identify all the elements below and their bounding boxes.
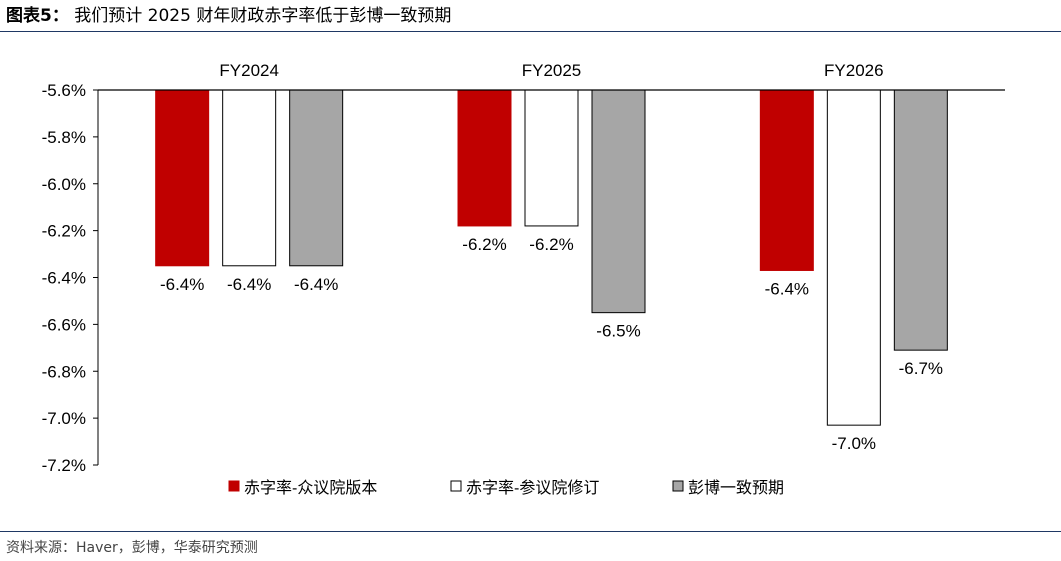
data-label: -6.5% bbox=[596, 322, 640, 341]
y-tick-label: -6.0% bbox=[42, 175, 86, 194]
legend-swatch bbox=[228, 480, 240, 492]
legend-label: 赤字率-众议院版本 bbox=[244, 479, 377, 497]
bar bbox=[289, 89, 344, 267]
data-label: -6.2% bbox=[462, 235, 506, 254]
figure-title-text: 我们预计 2025 财年财政赤字率低于彭博一致预期 bbox=[74, 6, 452, 26]
y-tick-label: -6.4% bbox=[42, 269, 86, 288]
y-tick-label: -7.0% bbox=[42, 409, 86, 428]
bar bbox=[591, 89, 646, 314]
bar bbox=[222, 89, 277, 267]
y-tick-label: -6.6% bbox=[42, 315, 86, 334]
legend-label: 赤字率-参议院修订 bbox=[466, 479, 599, 497]
figure-title: 图表5： 我们预计 2025 财年财政赤字率低于彭博一致预期 bbox=[6, 4, 451, 28]
deficit-bar-chart: -5.6% -5.8% -6.0% -6.2% -6.4% -6.6% -6.8% -7.0%… bbox=[42, 61, 1005, 497]
y-tick-label: -6.2% bbox=[42, 222, 86, 241]
source-note: 资料来源：Haver，彭博，华泰研究预测 bbox=[6, 540, 258, 556]
data-label: -6.4% bbox=[294, 275, 338, 294]
bar bbox=[457, 89, 512, 227]
y-tick-label: -6.8% bbox=[42, 362, 86, 381]
bar bbox=[826, 89, 881, 426]
figure-label: 图表5： bbox=[6, 6, 69, 26]
data-label: -6.7% bbox=[899, 359, 943, 378]
y-tick-label: -5.8% bbox=[42, 128, 86, 147]
category-label: FY2024 bbox=[219, 61, 279, 80]
data-label: -6.4% bbox=[160, 275, 204, 294]
title-divider bbox=[0, 31, 1061, 32]
bar bbox=[524, 89, 579, 227]
bar bbox=[155, 89, 210, 267]
legend-swatch bbox=[450, 480, 462, 492]
data-label: -6.2% bbox=[529, 235, 573, 254]
y-tick-label: -7.2% bbox=[42, 456, 86, 475]
legend-swatch bbox=[672, 480, 684, 492]
legend-label: 彭博一致预期 bbox=[688, 479, 784, 497]
bar bbox=[759, 89, 814, 271]
data-label: -6.4% bbox=[227, 275, 271, 294]
category-label: FY2026 bbox=[824, 61, 884, 80]
y-tick-label: -5.6% bbox=[42, 81, 86, 100]
source-divider bbox=[0, 531, 1061, 532]
data-label: -7.0% bbox=[832, 434, 876, 453]
bar bbox=[893, 89, 948, 351]
data-label: -6.4% bbox=[765, 279, 809, 298]
category-label: FY2025 bbox=[522, 61, 582, 80]
